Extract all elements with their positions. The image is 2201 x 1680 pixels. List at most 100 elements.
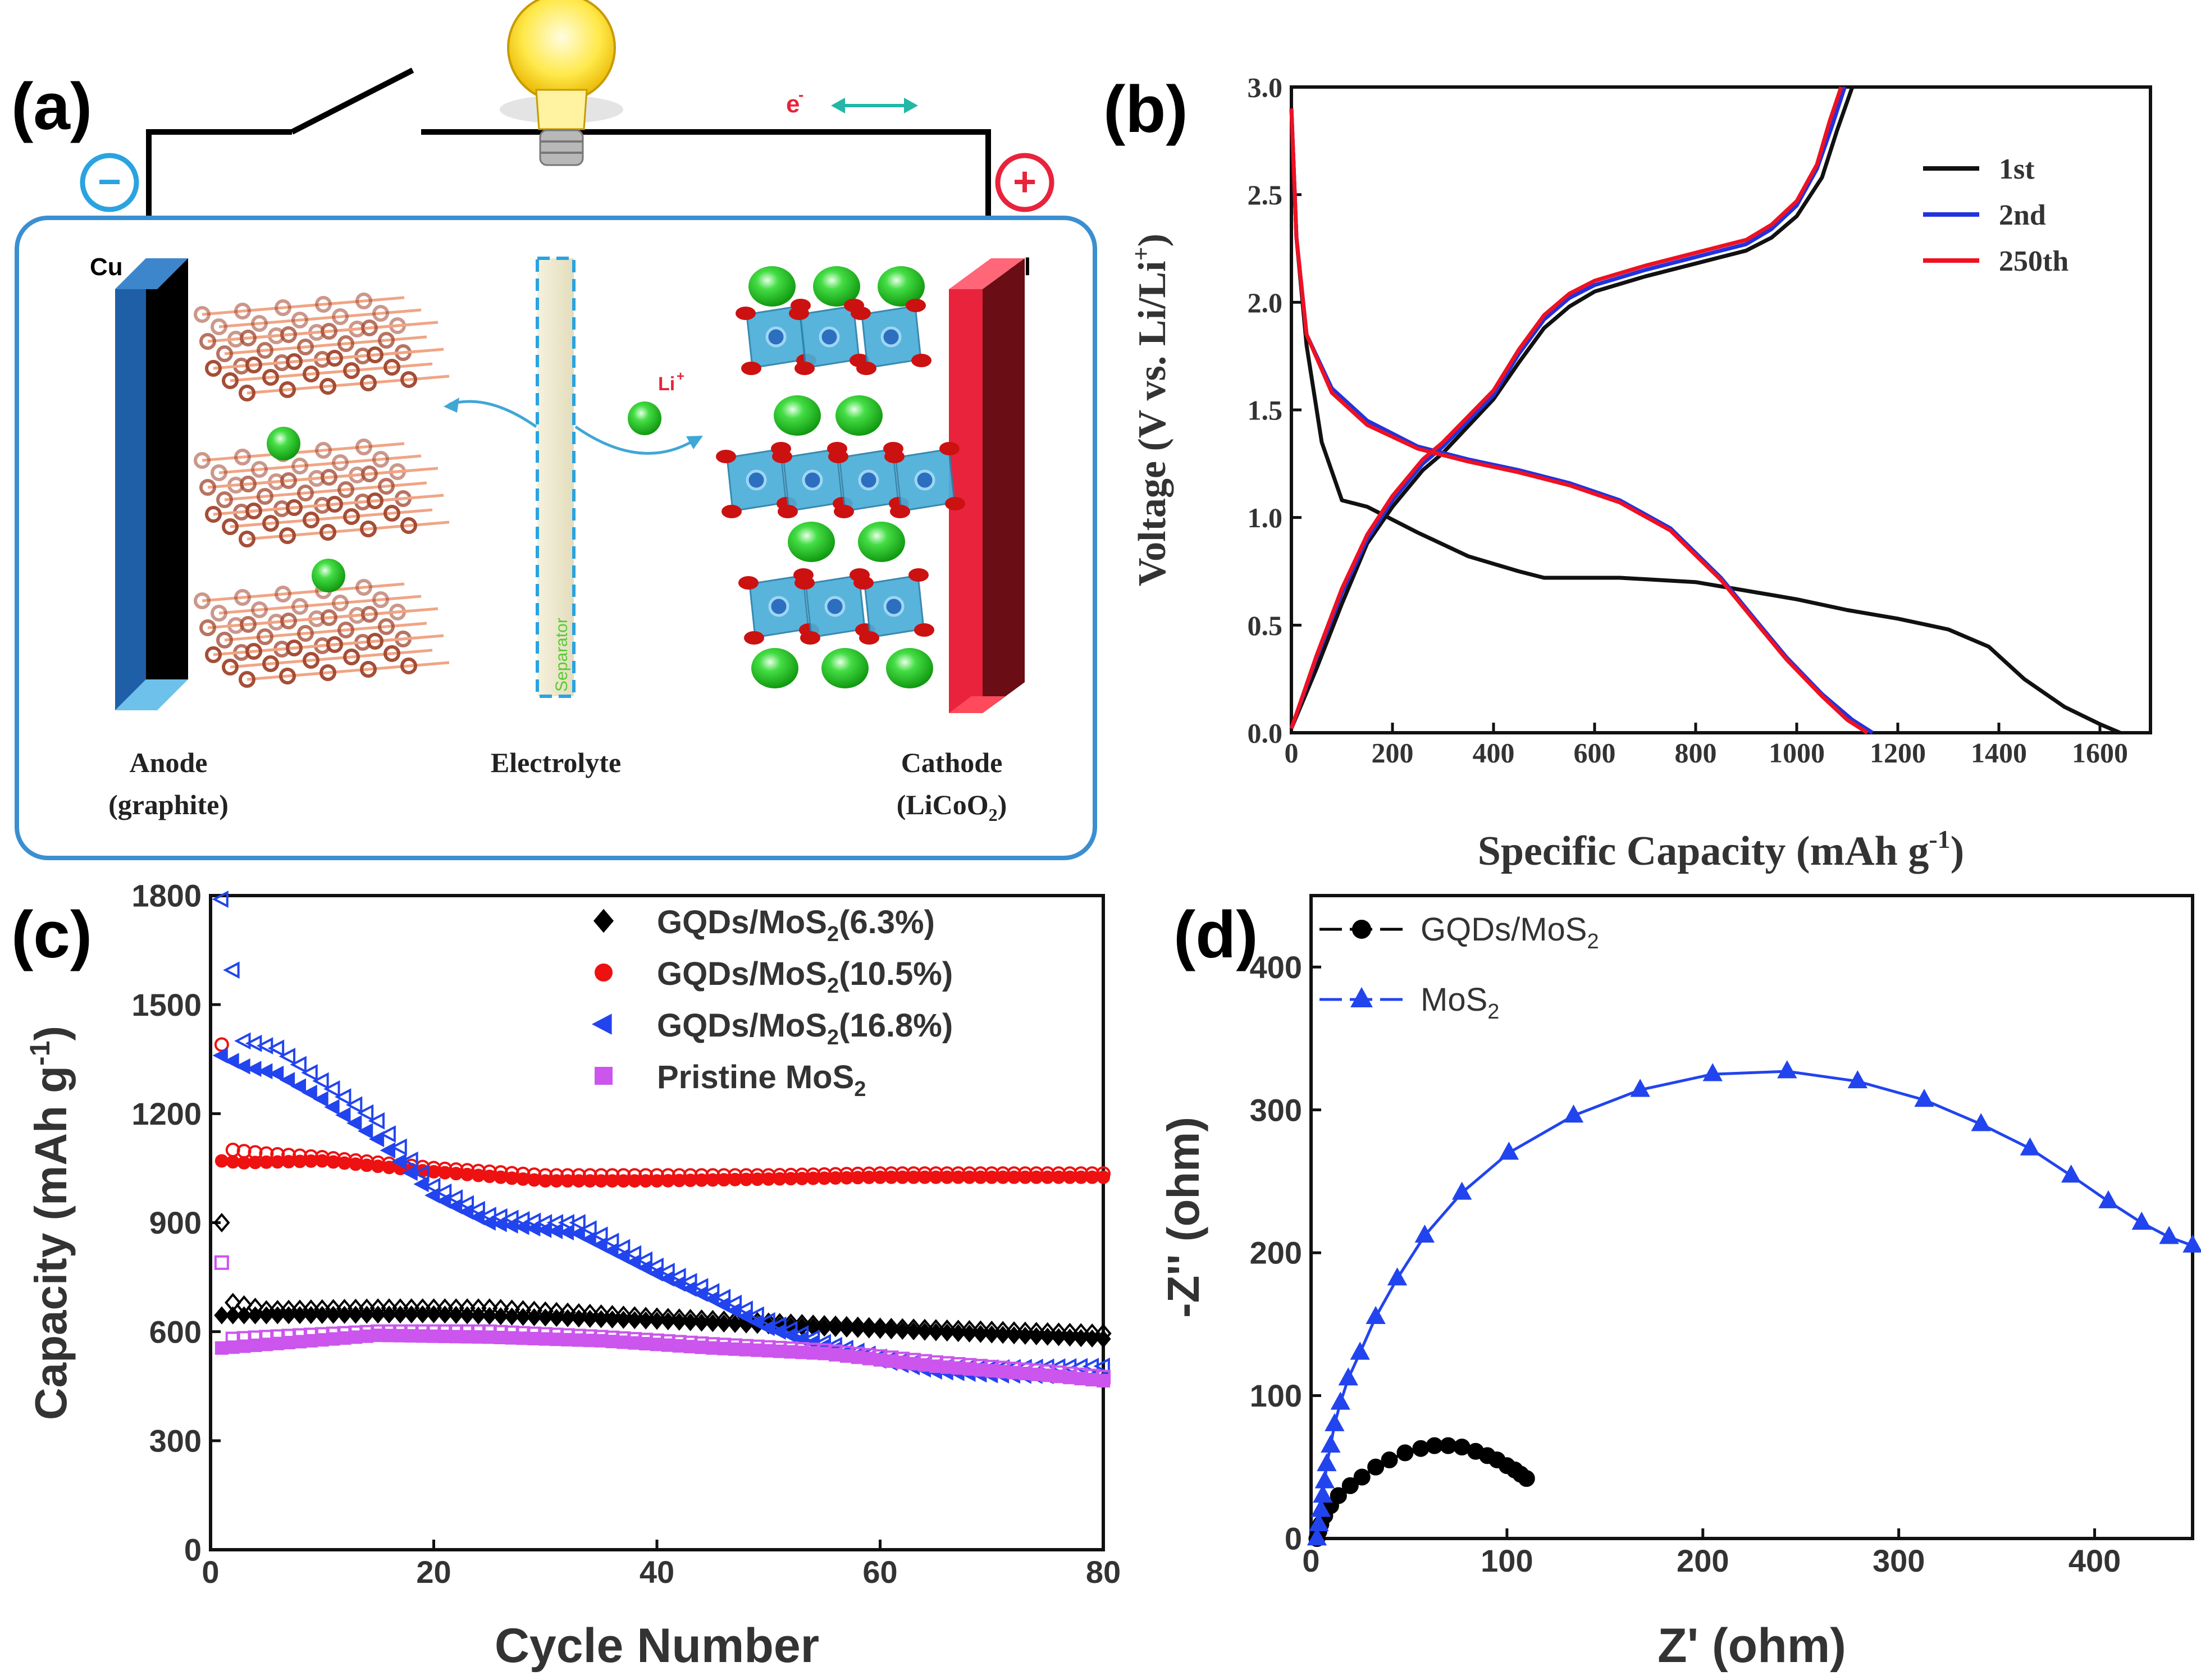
carbon-atom (222, 372, 239, 389)
discharge-point (313, 1091, 328, 1107)
discharge-point (259, 1155, 273, 1169)
carbon-atom (355, 579, 372, 596)
discharge-point (448, 1305, 464, 1324)
discharge-point (257, 1063, 273, 1080)
y-tick-label: 900 (149, 1205, 202, 1240)
carbon-atom (291, 312, 308, 328)
legend-label: 250th (1999, 245, 2068, 277)
carbon-atom (275, 299, 291, 316)
nyquist-point (1702, 1063, 1723, 1081)
carbon-atom (211, 318, 227, 335)
legend-label: GQDs/MoS2(6.3%) (657, 904, 935, 946)
lithium-ion (813, 266, 860, 307)
discharge-point (471, 1306, 486, 1325)
carbon-atom (315, 296, 332, 313)
carbon-atom (372, 305, 389, 322)
carbon-atom (211, 464, 227, 481)
discharge-point (247, 1306, 263, 1325)
carbon-atom (400, 658, 417, 674)
legend-label: Pristine MoS2 (657, 1059, 866, 1101)
discharge-point (1097, 1170, 1110, 1184)
carbon-atom (234, 303, 251, 319)
y-tick-label: 1.0 (1248, 502, 1283, 533)
oxygen-atom (800, 631, 820, 645)
y-tick-label: 300 (149, 1423, 202, 1458)
carbon-atom (194, 452, 211, 469)
legend-label: GQDs/MoS2(16.8%) (657, 1007, 953, 1049)
x-tick-label: 1200 (1870, 737, 1926, 769)
charge-point (301, 1064, 318, 1081)
cathode-collector (949, 258, 1025, 713)
cobalt-atom (746, 469, 767, 491)
lithium-ion (748, 266, 796, 307)
discharge-point (670, 1275, 686, 1292)
charge-point (323, 1080, 340, 1098)
discharge-point (279, 1072, 295, 1088)
cathode-label: Cathode (901, 747, 1003, 778)
nyquist-point (1309, 1513, 1329, 1531)
x-tick-label: 100 (1481, 1543, 1533, 1578)
svg-text:+: + (1013, 159, 1036, 204)
nyquist-point (2061, 1164, 2081, 1183)
y-tick-label: 2.5 (1248, 179, 1283, 211)
carbon-atom (315, 442, 332, 459)
carbon-atom (251, 461, 268, 478)
carbon-atom (251, 601, 268, 618)
charge-point (401, 1151, 418, 1169)
nyquist-point (1451, 1181, 1472, 1200)
negative-terminal-icon: − (80, 153, 139, 212)
voltage-curve-2nd (1289, 86, 1847, 729)
discharge-point (628, 1174, 642, 1188)
charge-point (357, 1104, 374, 1122)
carbon-atom (337, 481, 354, 498)
x-tick-label: 0 (202, 1554, 219, 1590)
nyquist-point (1971, 1113, 1991, 1131)
carbon-atom (337, 335, 354, 352)
charge-point (345, 1096, 363, 1114)
discharge-point (368, 1131, 385, 1147)
charge-point (591, 1226, 608, 1244)
panel-b-plot-frame (1290, 85, 2152, 734)
panel-b-series (1289, 86, 2121, 735)
nyquist-point (1453, 1439, 1471, 1456)
discharge-point (248, 1156, 262, 1170)
x-tick-label: 1000 (1769, 737, 1825, 769)
carbon-atom (279, 527, 296, 544)
carbon-atom (326, 350, 343, 367)
carbon-atom (291, 598, 308, 615)
oxygen-atom (853, 576, 874, 590)
y-tick-label: 100 (1250, 1378, 1302, 1413)
discharge-point (326, 1305, 341, 1324)
carbon-atom (319, 524, 336, 541)
charge-point (256, 1037, 273, 1054)
discharge-point (246, 1061, 262, 1077)
carbon-atom (286, 499, 303, 516)
nyquist-point (1366, 1305, 1386, 1325)
carbon-atom (361, 606, 378, 623)
discharge-point (617, 1174, 631, 1188)
cobalt-atom (768, 596, 789, 617)
charge-point (580, 1220, 597, 1238)
discharge-point (270, 1306, 285, 1325)
panel-b-ticks: 0 200 400 600 800 1000 1200 1400 1600 0.0 0.5 1.0 1.… (1248, 72, 2129, 769)
y-tick-label: 300 (1250, 1092, 1302, 1127)
oxygen-atom (778, 505, 798, 518)
carbon-atom (321, 323, 337, 340)
x-tick-label: 400 (1473, 737, 1515, 769)
carbon-atom (240, 476, 257, 492)
y-tick-label: 0.0 (1248, 718, 1283, 749)
y-tick-label: 0 (184, 1532, 202, 1568)
nyquist-point (1499, 1142, 1519, 1160)
carbon-atom (291, 458, 308, 474)
carbon-atom (326, 496, 343, 513)
nyquist-point (1341, 1477, 1359, 1494)
separator: Separator (536, 257, 576, 698)
oxygen-atom (789, 307, 809, 320)
discharge-point (1040, 1327, 1056, 1346)
carbon-atom (343, 362, 360, 379)
x-tick-label: 20 (416, 1554, 451, 1590)
panel-c-xlabel: Cycle Number (495, 1619, 819, 1673)
panel-d-ticks: 0 100 200 300 400 0 100 200 300 400 (1250, 949, 2121, 1578)
oxygen-atom (914, 623, 934, 637)
electrolyte-label: Electrolyte (491, 747, 621, 778)
